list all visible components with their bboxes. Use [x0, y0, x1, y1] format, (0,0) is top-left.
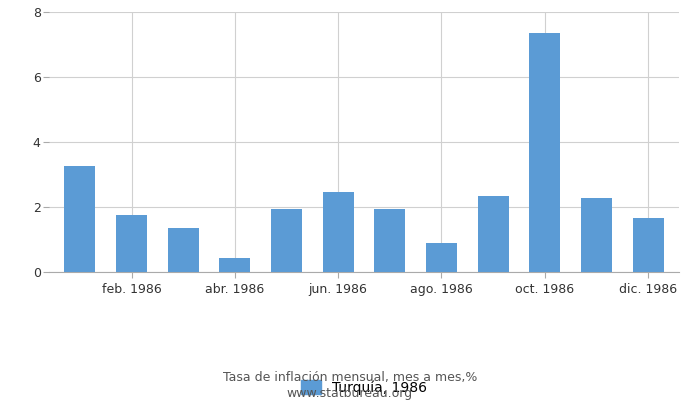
- Bar: [581, 198, 612, 272]
- Legend: Turquía, 1986: Turquía, 1986: [295, 374, 433, 400]
- Bar: [323, 192, 354, 272]
- Text: www.statbureau.org: www.statbureau.org: [287, 388, 413, 400]
- Bar: [426, 243, 457, 272]
- Bar: [116, 215, 147, 272]
- Bar: [374, 209, 405, 272]
- Bar: [271, 209, 302, 272]
- Bar: [219, 258, 251, 272]
- Bar: [168, 228, 199, 272]
- Bar: [633, 218, 664, 272]
- Bar: [529, 33, 560, 272]
- Bar: [64, 166, 95, 272]
- Bar: [477, 196, 509, 272]
- Text: Tasa de inflación mensual, mes a mes,%: Tasa de inflación mensual, mes a mes,%: [223, 372, 477, 384]
